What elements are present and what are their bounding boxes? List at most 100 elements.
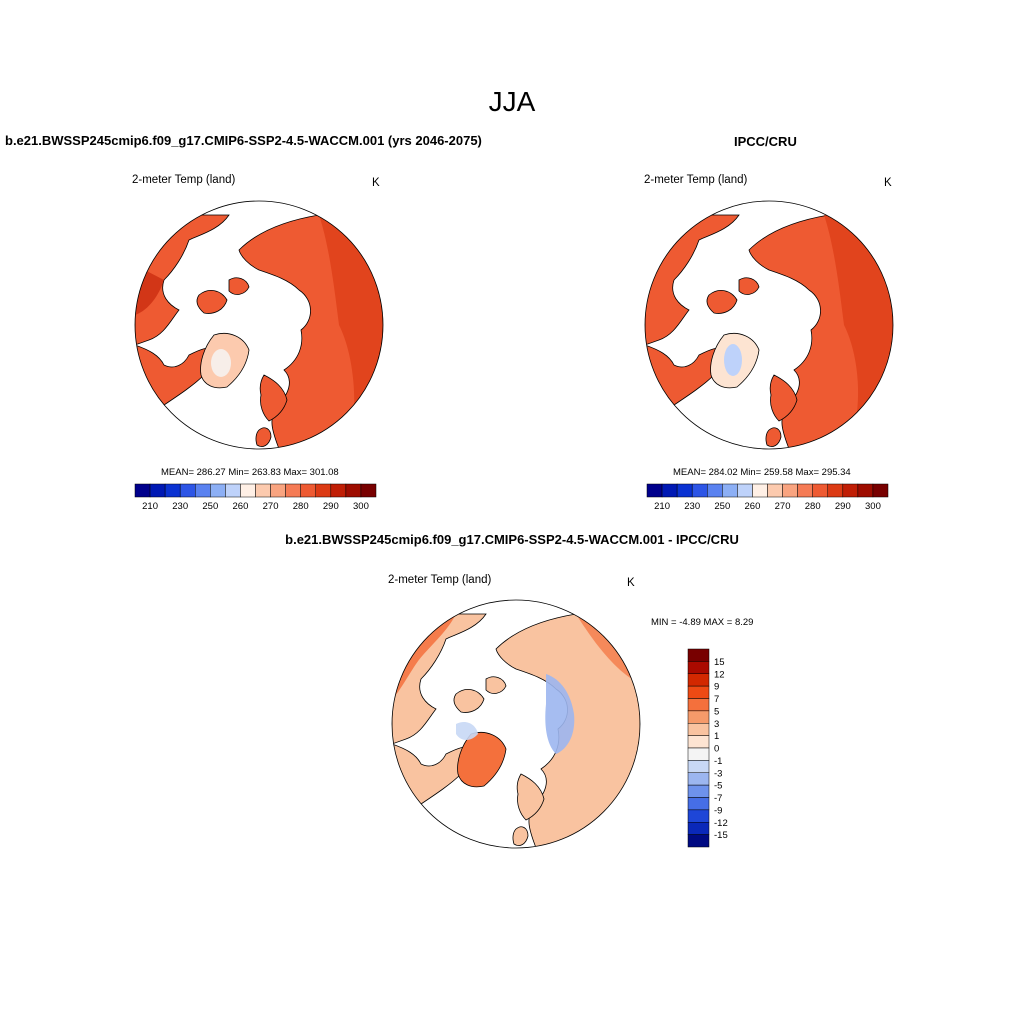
diff-colorbar-swatch: [687, 834, 710, 848]
obs-colorbar: 210 230 250 260 270 280 290 300: [646, 483, 889, 512]
model-colorbar-swatch: [195, 483, 211, 498]
model-colorbar-swatch: [240, 483, 256, 498]
obs-colorbar-swatch: [767, 483, 783, 498]
figure-title: JJA: [488, 86, 536, 117]
obs-colorbar-swatch: [661, 483, 678, 498]
diff-colorbar-tick-label: -5: [714, 781, 722, 792]
model-colorbar-swatch: [300, 483, 316, 498]
model-stats: MEAN= 286.27 Min= 263.83 Max= 301.08: [161, 467, 339, 478]
model-colorbar-swatch: [225, 483, 241, 498]
diff-colorbar-swatch: [687, 772, 710, 786]
diff-variable-label: 2-meter Temp (land): [388, 574, 492, 586]
obs-colorbar-tick-label: 300: [865, 501, 881, 512]
diff-colorbar-tick-label: 7: [714, 694, 719, 705]
model-variable-label: 2-meter Temp (land): [132, 174, 236, 186]
model-colorbar-tick-label: 260: [233, 501, 249, 512]
obs-colorbar-tick-label: 290: [835, 501, 851, 512]
diff-units-label: K: [627, 577, 635, 589]
diff-colorbar-tick-label: -9: [714, 805, 722, 816]
diff-map-border: [391, 599, 641, 849]
diff-colorbar-swatch: [687, 809, 710, 823]
diff-colorbar-swatch: [687, 685, 710, 699]
model-colorbar-tick-label: 270: [263, 501, 279, 512]
model-colorbar-swatch: [315, 483, 332, 498]
diff-colorbar-swatch: [687, 698, 710, 712]
obs-colorbar-swatch: [676, 483, 693, 498]
model-colorbar-swatch: [330, 483, 347, 498]
obs-map-border: [644, 200, 894, 450]
obs-units-label: K: [884, 177, 892, 189]
model-colorbar-swatch: [360, 483, 377, 498]
model-colorbar-tick-label: 280: [293, 501, 309, 512]
diff-colorbar-swatch: [687, 784, 710, 798]
model-panel-heading: b.e21.BWSSP245cmip6.f09_g17.CMIP6-SSP2-4…: [5, 133, 482, 148]
diff-colorbar-tick-label: -15: [714, 830, 728, 841]
obs-variable-label: 2-meter Temp (land): [644, 174, 748, 186]
diff-colorbar-swatch: [687, 673, 710, 687]
model-colorbar-swatch: [210, 483, 226, 498]
diff-panel-heading: b.e21.BWSSP245cmip6.f09_g17.CMIP6-SSP2-4…: [285, 532, 739, 547]
obs-colorbar-swatch: [857, 483, 874, 498]
model-colorbar-swatch: [179, 483, 196, 498]
model-colorbar-swatch: [149, 483, 166, 498]
model-map-border: [134, 200, 384, 450]
diff-colorbar-swatch: [687, 661, 710, 674]
obs-colorbar-swatch: [646, 483, 663, 498]
model-colorbar-swatch: [345, 483, 362, 498]
diff-colorbar-tick-label: 1: [714, 731, 719, 742]
diff-colorbar-tick-label: 3: [714, 719, 719, 730]
diff-colorbar-swatch: [687, 822, 710, 835]
obs-colorbar-tick-label: 250: [714, 501, 730, 512]
diff-colorbar-swatch: [687, 648, 710, 662]
model-colorbar: 210 230 250 260 270 280 290 300: [134, 483, 377, 512]
diff-colorbar-tick-label: 5: [714, 706, 719, 717]
diff-colorbar-tick-label: 12: [714, 669, 725, 680]
obs-stats: MEAN= 284.02 Min= 259.58 Max= 295.34: [673, 467, 851, 478]
diff-colorbar-swatch: [687, 747, 710, 761]
model-colorbar-tick-label: 300: [353, 501, 369, 512]
obs-colorbar-swatch: [872, 483, 889, 498]
diff-colorbar-swatch: [687, 760, 710, 773]
model-colorbar-tick-label: 290: [323, 501, 339, 512]
obs-map: [645, 201, 893, 449]
obs-colorbar-tick-label: 260: [745, 501, 761, 512]
model-colorbar-tick-label: 230: [172, 501, 188, 512]
obs-colorbar-tick-label: 230: [684, 501, 700, 512]
model-map: [135, 201, 383, 449]
obs-colorbar-tick-label: 280: [805, 501, 821, 512]
obs-colorbar-tick-label: 270: [775, 501, 791, 512]
diff-colorbar-tick-label: 15: [714, 657, 725, 668]
obs-panel-heading: IPCC/CRU: [734, 134, 797, 149]
diff-colorbar-swatch: [687, 723, 710, 736]
obs-colorbar-swatch: [722, 483, 738, 498]
obs-colorbar-tick-label: 210: [654, 501, 670, 512]
obs-colorbar-swatch: [707, 483, 723, 498]
diff-colorbar-swatch: [687, 710, 710, 724]
model-colorbar-swatch: [285, 483, 301, 498]
diff-colorbar-tick-label: -1: [714, 756, 722, 767]
model-units-label: K: [372, 177, 380, 189]
obs-colorbar-swatch: [797, 483, 813, 498]
diff-colorbar-tick-label: -12: [714, 818, 728, 829]
diff-colorbar-tick-label: 0: [714, 744, 719, 755]
obs-colorbar-swatch: [827, 483, 844, 498]
model-colorbar-tick-label: 250: [202, 501, 218, 512]
diff-map: [392, 600, 640, 848]
model-colorbar-swatch: [134, 483, 151, 498]
obs-colorbar-swatch: [737, 483, 753, 498]
model-colorbar-tick-label: 210: [142, 501, 158, 512]
model-colorbar-swatch: [270, 483, 286, 498]
obs-colorbar-swatch: [752, 483, 768, 498]
obs-colorbar-swatch: [842, 483, 859, 498]
obs-colorbar-swatch: [782, 483, 798, 498]
diff-colorbar-tick-label: 9: [714, 682, 719, 693]
diff-colorbar-tick-label: -3: [714, 768, 722, 779]
diff-stats: MIN = -4.89 MAX = 8.29: [651, 617, 754, 628]
model-colorbar-swatch: [164, 483, 181, 498]
model-colorbar-swatch: [255, 483, 271, 498]
diff-colorbar-swatch: [687, 797, 710, 811]
diff-colorbar-tick-label: -7: [714, 793, 722, 804]
obs-colorbar-swatch: [812, 483, 828, 498]
